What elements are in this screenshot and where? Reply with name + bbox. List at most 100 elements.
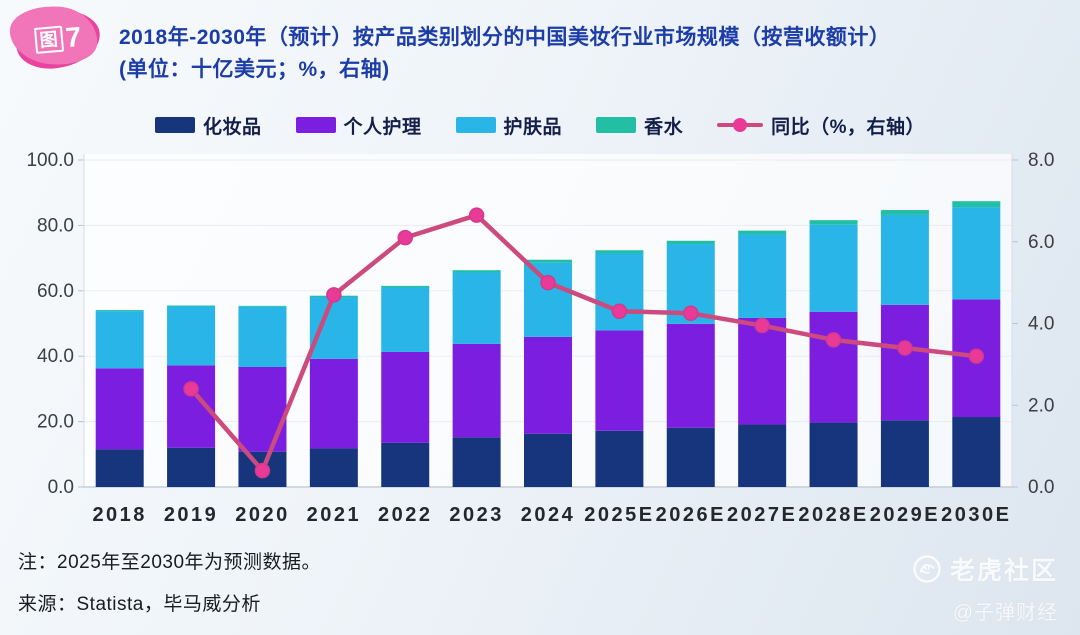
bar-segment-skincare-2028E [809, 224, 858, 312]
right-axis-tick-label: 6.0 [1028, 232, 1054, 253]
bar-segment-fragrance-2027E [738, 230, 787, 235]
left-axis-tick-label: 40.0 [37, 346, 74, 367]
figure-badge-number: 7 [64, 21, 83, 54]
legend-item-yoy-growth: 同比（%，右轴） [717, 112, 925, 139]
bar-segment-cosmetics-2025E [595, 430, 644, 487]
bar-segment-skincare-2027E [738, 234, 787, 318]
bar-segment-skincare-2023 [452, 272, 501, 344]
left-axis-tick-label: 0.0 [48, 477, 74, 498]
watermark-community: 老虎社区 [949, 557, 1058, 585]
bar-segment-skincare-2024 [524, 262, 572, 337]
bar-segment-cosmetics-2018 [95, 449, 144, 487]
bar-segment-skincare-2022 [381, 287, 430, 352]
yoy-marker-2028E [825, 332, 842, 348]
left-axis-tick-label: 20.0 [37, 412, 74, 433]
legend-item-personal-care: 个人护理 [295, 112, 422, 139]
bar-segment-personal-care-2018 [95, 368, 144, 450]
yoy-marker-2022 [397, 229, 413, 246]
bar-segment-skincare-2019 [167, 306, 216, 366]
bar-segment-fragrance-2026E [666, 240, 715, 245]
combo-chart: 100.0 80.0 60.0 40.0 20.0 0.0 8.0 6.0 4.0 2.0 0.0 2… [26, 150, 1054, 526]
x-axis-label-2020: 2020 [235, 504, 290, 526]
bar-segment-skincare-2029E [880, 214, 929, 305]
yoy-marker-2023 [468, 207, 485, 223]
yoy-marker-2025E [611, 303, 628, 319]
legend-swatch-yoy-growth [717, 117, 764, 133]
left-axis-tick-label: 80.0 [37, 215, 74, 236]
x-axis-label-2022: 2022 [378, 504, 433, 526]
bar-segment-fragrance-2028E [809, 220, 858, 225]
bar-segment-personal-care-2028E [809, 311, 858, 423]
x-axis-label-2030E: 2030E [941, 504, 1011, 526]
x-axis-label-2027E: 2027E [727, 504, 797, 526]
bar-segment-fragrance-2023 [452, 270, 501, 273]
bar-segment-personal-care-2021 [309, 358, 358, 449]
bar-segment-cosmetics-2028E [809, 422, 858, 487]
yoy-marker-2026E [683, 305, 699, 322]
right-axis-tick-label: 8.0 [1028, 150, 1054, 171]
bar-segment-fragrance-2024 [524, 259, 572, 263]
legend-swatch-personal-care [295, 117, 336, 133]
footnote: 注：2025年至2030年为预测数据。 [18, 552, 322, 573]
bar-segment-personal-care-2027E [738, 317, 787, 425]
tiger-icon [913, 555, 941, 583]
right-axis-tick-label: 2.0 [1028, 395, 1054, 416]
title-block: 2018年-2030年（预计）按产品类别划分的中国美妆行业市场规模（按营收额计）… [119, 22, 1019, 86]
legend-swatch-cosmetics [155, 117, 196, 133]
bar-segment-fragrance-2029E [880, 210, 929, 215]
bar-segment-personal-care-2024 [524, 336, 572, 434]
x-axis-label-2025E: 2025E [584, 504, 654, 526]
bar-segment-cosmetics-2027E [738, 424, 787, 487]
bar-segment-fragrance-2022 [381, 285, 430, 288]
bar-segment-cosmetics-2022 [381, 442, 430, 487]
bar-segment-skincare-2020 [238, 306, 287, 367]
yoy-marker-2024 [540, 274, 556, 291]
bar-segment-cosmetics-2030E [952, 417, 1001, 487]
legend-item-fragrance: 香水 [596, 112, 683, 139]
x-axis-label-2028E: 2028E [798, 504, 868, 526]
left-axis-tick-label: 60.0 [37, 281, 74, 302]
bar-segment-fragrance-2030E [952, 201, 1001, 208]
bar-segment-personal-care-2026E [666, 323, 715, 428]
x-axis-label-2023: 2023 [449, 504, 504, 526]
yoy-line [188, 212, 979, 473]
yoy-marker-2030E [968, 348, 985, 364]
yoy-marker-2020 [254, 462, 271, 479]
figure-badge: 图 7 [13, 6, 103, 72]
yoy-marker-2029E [897, 340, 913, 356]
legend-label-skincare: 护肤品 [503, 116, 563, 138]
figure-badge-char: 图 [33, 25, 64, 54]
x-axis-label-2021: 2021 [307, 504, 362, 526]
legend-item-skincare: 护肤品 [455, 112, 563, 139]
watermark-handle: @子弹财经 [952, 602, 1058, 624]
legend-label-personal-care: 个人护理 [343, 116, 422, 138]
x-axis-label-2018: 2018 [92, 504, 147, 526]
bar-segment-fragrance-2025E [595, 250, 644, 254]
right-axis-tick-label: 4.0 [1028, 314, 1054, 335]
bar-segment-fragrance-2020 [238, 305, 287, 307]
legend-label-cosmetics: 化妆品 [203, 116, 262, 138]
right-axis-tick-label: 0.0 [1028, 477, 1054, 498]
x-axis-label-2029E: 2029E [870, 504, 940, 526]
legend-swatch-skincare [455, 117, 496, 133]
legend-label-fragrance: 香水 [644, 116, 684, 138]
legend-label-yoy-growth: 同比（%，右轴） [771, 116, 925, 138]
yoy-marker-2021 [326, 287, 342, 303]
bar-segment-cosmetics-2021 [309, 448, 358, 487]
left-axis-tick-label: 100.0 [26, 150, 74, 171]
legend-swatch-fragrance [596, 117, 637, 133]
bar-segment-personal-care-2029E [880, 304, 929, 421]
bar-segment-fragrance-2019 [167, 305, 216, 307]
bar-segment-skincare-2021 [309, 297, 358, 359]
bar-segment-personal-care-2025E [595, 330, 644, 431]
bar-segment-cosmetics-2023 [452, 437, 501, 487]
source-note: 来源：Statista，毕马威分析 [18, 594, 261, 615]
watermark: 老虎社区 @子弹财经 [848, 551, 1058, 625]
chart-legend: 化妆品 个人护理 护肤品 香水 同比（%，右轴） [0, 111, 1080, 139]
bar-segment-cosmetics-2026E [666, 427, 715, 487]
yoy-marker-2027E [754, 317, 770, 334]
bar-segment-cosmetics-2029E [880, 420, 929, 487]
chart-subtitle: (单位：十亿美元；%，右轴) [119, 58, 390, 81]
x-axis-label-2019: 2019 [164, 504, 219, 526]
